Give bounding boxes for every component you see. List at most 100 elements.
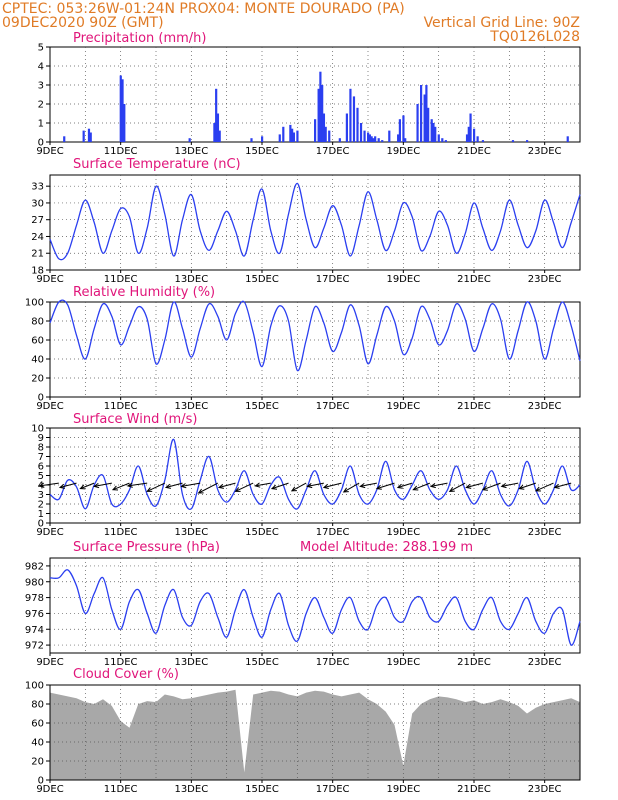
x-tick-label: 19DEC [386,527,420,538]
y-tick-label: 972 [25,641,44,652]
panel-title-pressure: Surface Pressure (hPa) [73,540,220,555]
x-tick-label: 15DEC [245,784,279,795]
wind-vector-head [359,483,366,489]
panel-temp: Surface Temperature (nC) 18 21 24 27 30 33 9DEC… [31,157,581,285]
y-tick-label: 20 [31,374,44,385]
x-tick-label: 11DEC [104,784,138,795]
panel-frame [49,557,581,654]
wind-vector-head [38,482,45,488]
wind-vector-head [111,485,119,491]
precip-bar [566,136,569,142]
y-tick-label: 10 [31,424,44,435]
wind-vector-head [126,482,133,488]
y-tick-label: 1 [38,509,44,520]
x-tick-label: 15DEC [245,657,279,668]
x-tick-label: 9DEC [36,401,63,412]
panel-title-temp: Surface Temperature (nC) [73,157,241,172]
wind-vector [397,482,413,488]
y-tick-label: 80 [31,317,44,328]
series-line-temp [49,182,581,261]
y-tick-label: 40 [31,738,44,749]
precip-bar [372,138,375,142]
precip-bar [356,107,359,142]
wind-vector-head [180,483,187,489]
precip-bar [469,113,472,142]
x-tick-label: 17DEC [316,657,350,668]
panel-pressure: Surface Pressure (hPa) Model Altitude: 28… [25,540,581,668]
x-tick-label: 13DEC [174,527,208,538]
wind-vector [255,482,271,487]
precip-bar [291,128,294,142]
precip-bar [296,130,299,142]
x-tick-label: 23DEC [528,657,562,668]
wind-vector [360,482,377,487]
precip-bar [465,134,469,142]
wind-vector-head [58,483,65,489]
wind-vector [554,482,572,488]
y-tick-label: 100 [25,681,44,692]
wind-vector-head [93,482,100,489]
wind-vector [235,482,254,492]
x-tick-label: 15DEC [245,401,279,412]
wind-vector-head [197,488,204,494]
y-tick-label: 24 [31,232,44,243]
wind-vector [80,482,95,490]
precip-bar [398,119,401,142]
precip-bar [213,123,216,142]
wind-vector-head [164,483,171,489]
x-tick-label: 21DEC [457,146,491,157]
y-tick-label: 18 [31,266,44,277]
x-tick-label: 23DEC [528,401,562,412]
wind-vector [291,482,307,492]
precip-bar [321,85,324,142]
x-tick-label: 13DEC [174,401,208,412]
wind-vector-head [396,483,403,489]
y-tick-label: 20 [31,757,44,768]
precip-bar [352,96,356,142]
precip-bar [322,113,326,142]
y-tick-label: 9 [38,433,44,444]
precip-bar [368,134,371,142]
x-tick-label: 13DEC [174,274,208,285]
x-tick-label: 17DEC [316,274,350,285]
x-tick-label: 19DEC [386,784,420,795]
precip-bar [123,104,126,142]
x-tick-label: 17DEC [316,784,350,795]
panel-frame [49,301,581,398]
precip-bar [427,107,430,142]
y-tick-label: 33 [31,182,44,193]
panel-rh: Relative Humidity (%) 0 20 40 60 80 100 9DEC 11D… [25,285,581,412]
x-tick-label: 13DEC [174,146,208,157]
precip-bar [367,132,370,142]
wind-vector [94,482,112,487]
wind-vector [430,482,448,487]
precip-bar [441,138,444,142]
precip-bar [404,138,407,142]
precip-bar [215,88,218,142]
header-station-line: CPTEC: 053:26W-01:24N PROX04: MONTE DOUR… [2,1,405,17]
precip-bar [282,126,285,142]
precip-bar [511,140,515,142]
y-tick-label: 8 [38,443,44,454]
precip-bar [526,140,529,142]
series-line-pressure [49,569,581,646]
precip-bar [292,132,295,142]
wind-vector-head [234,487,241,492]
wind-vector-head [217,483,224,489]
wind-vector [218,482,236,488]
wind-vector [449,482,466,492]
wind-vector [127,482,148,487]
y-tick-label: 100 [25,298,44,309]
wind-vector-head [429,483,436,489]
y-tick-label: 982 [25,561,44,572]
y-tick-label: 6 [38,462,44,473]
precip-bar [481,140,485,142]
precip-bar [345,113,348,142]
wind-vector [181,482,201,487]
x-tick-label: 9DEC [36,784,63,795]
wind-vector-head [534,486,541,492]
precip-bar [82,130,85,142]
precip-bar [359,123,363,142]
precip-bar [416,104,419,142]
